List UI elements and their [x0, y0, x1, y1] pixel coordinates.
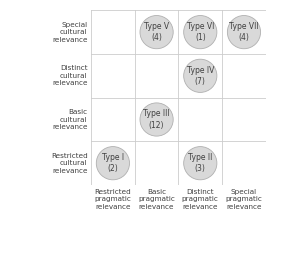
- Text: Type VII
(4): Type VII (4): [229, 22, 259, 42]
- Text: Type I
(2): Type I (2): [102, 153, 124, 173]
- Text: Restricted
cultural
relevance: Restricted cultural relevance: [51, 153, 88, 174]
- Text: Type VI
(1): Type VI (1): [187, 22, 214, 42]
- Circle shape: [140, 15, 173, 49]
- Circle shape: [227, 15, 260, 49]
- Text: Restricted
pragmatic
relevance: Restricted pragmatic relevance: [94, 189, 131, 209]
- Circle shape: [184, 146, 217, 180]
- Text: Type V
(4): Type V (4): [144, 22, 169, 42]
- Text: Type II
(3): Type II (3): [188, 153, 212, 173]
- Circle shape: [96, 146, 130, 180]
- Circle shape: [140, 103, 173, 136]
- Circle shape: [184, 15, 217, 49]
- Text: Special
pragmatic
relevance: Special pragmatic relevance: [226, 189, 262, 209]
- Text: Type IV
(7): Type IV (7): [187, 66, 214, 86]
- Text: Distinct
cultural
relevance: Distinct cultural relevance: [52, 65, 88, 86]
- Text: Type III
(12): Type III (12): [143, 109, 170, 130]
- Text: Distinct
pragmatic
relevance: Distinct pragmatic relevance: [182, 189, 219, 209]
- Text: Basic
cultural
relevance: Basic cultural relevance: [52, 109, 88, 130]
- Circle shape: [184, 59, 217, 93]
- Text: Special
cultural
relevance: Special cultural relevance: [52, 22, 88, 43]
- Text: Basic
pragmatic
relevance: Basic pragmatic relevance: [138, 189, 175, 209]
